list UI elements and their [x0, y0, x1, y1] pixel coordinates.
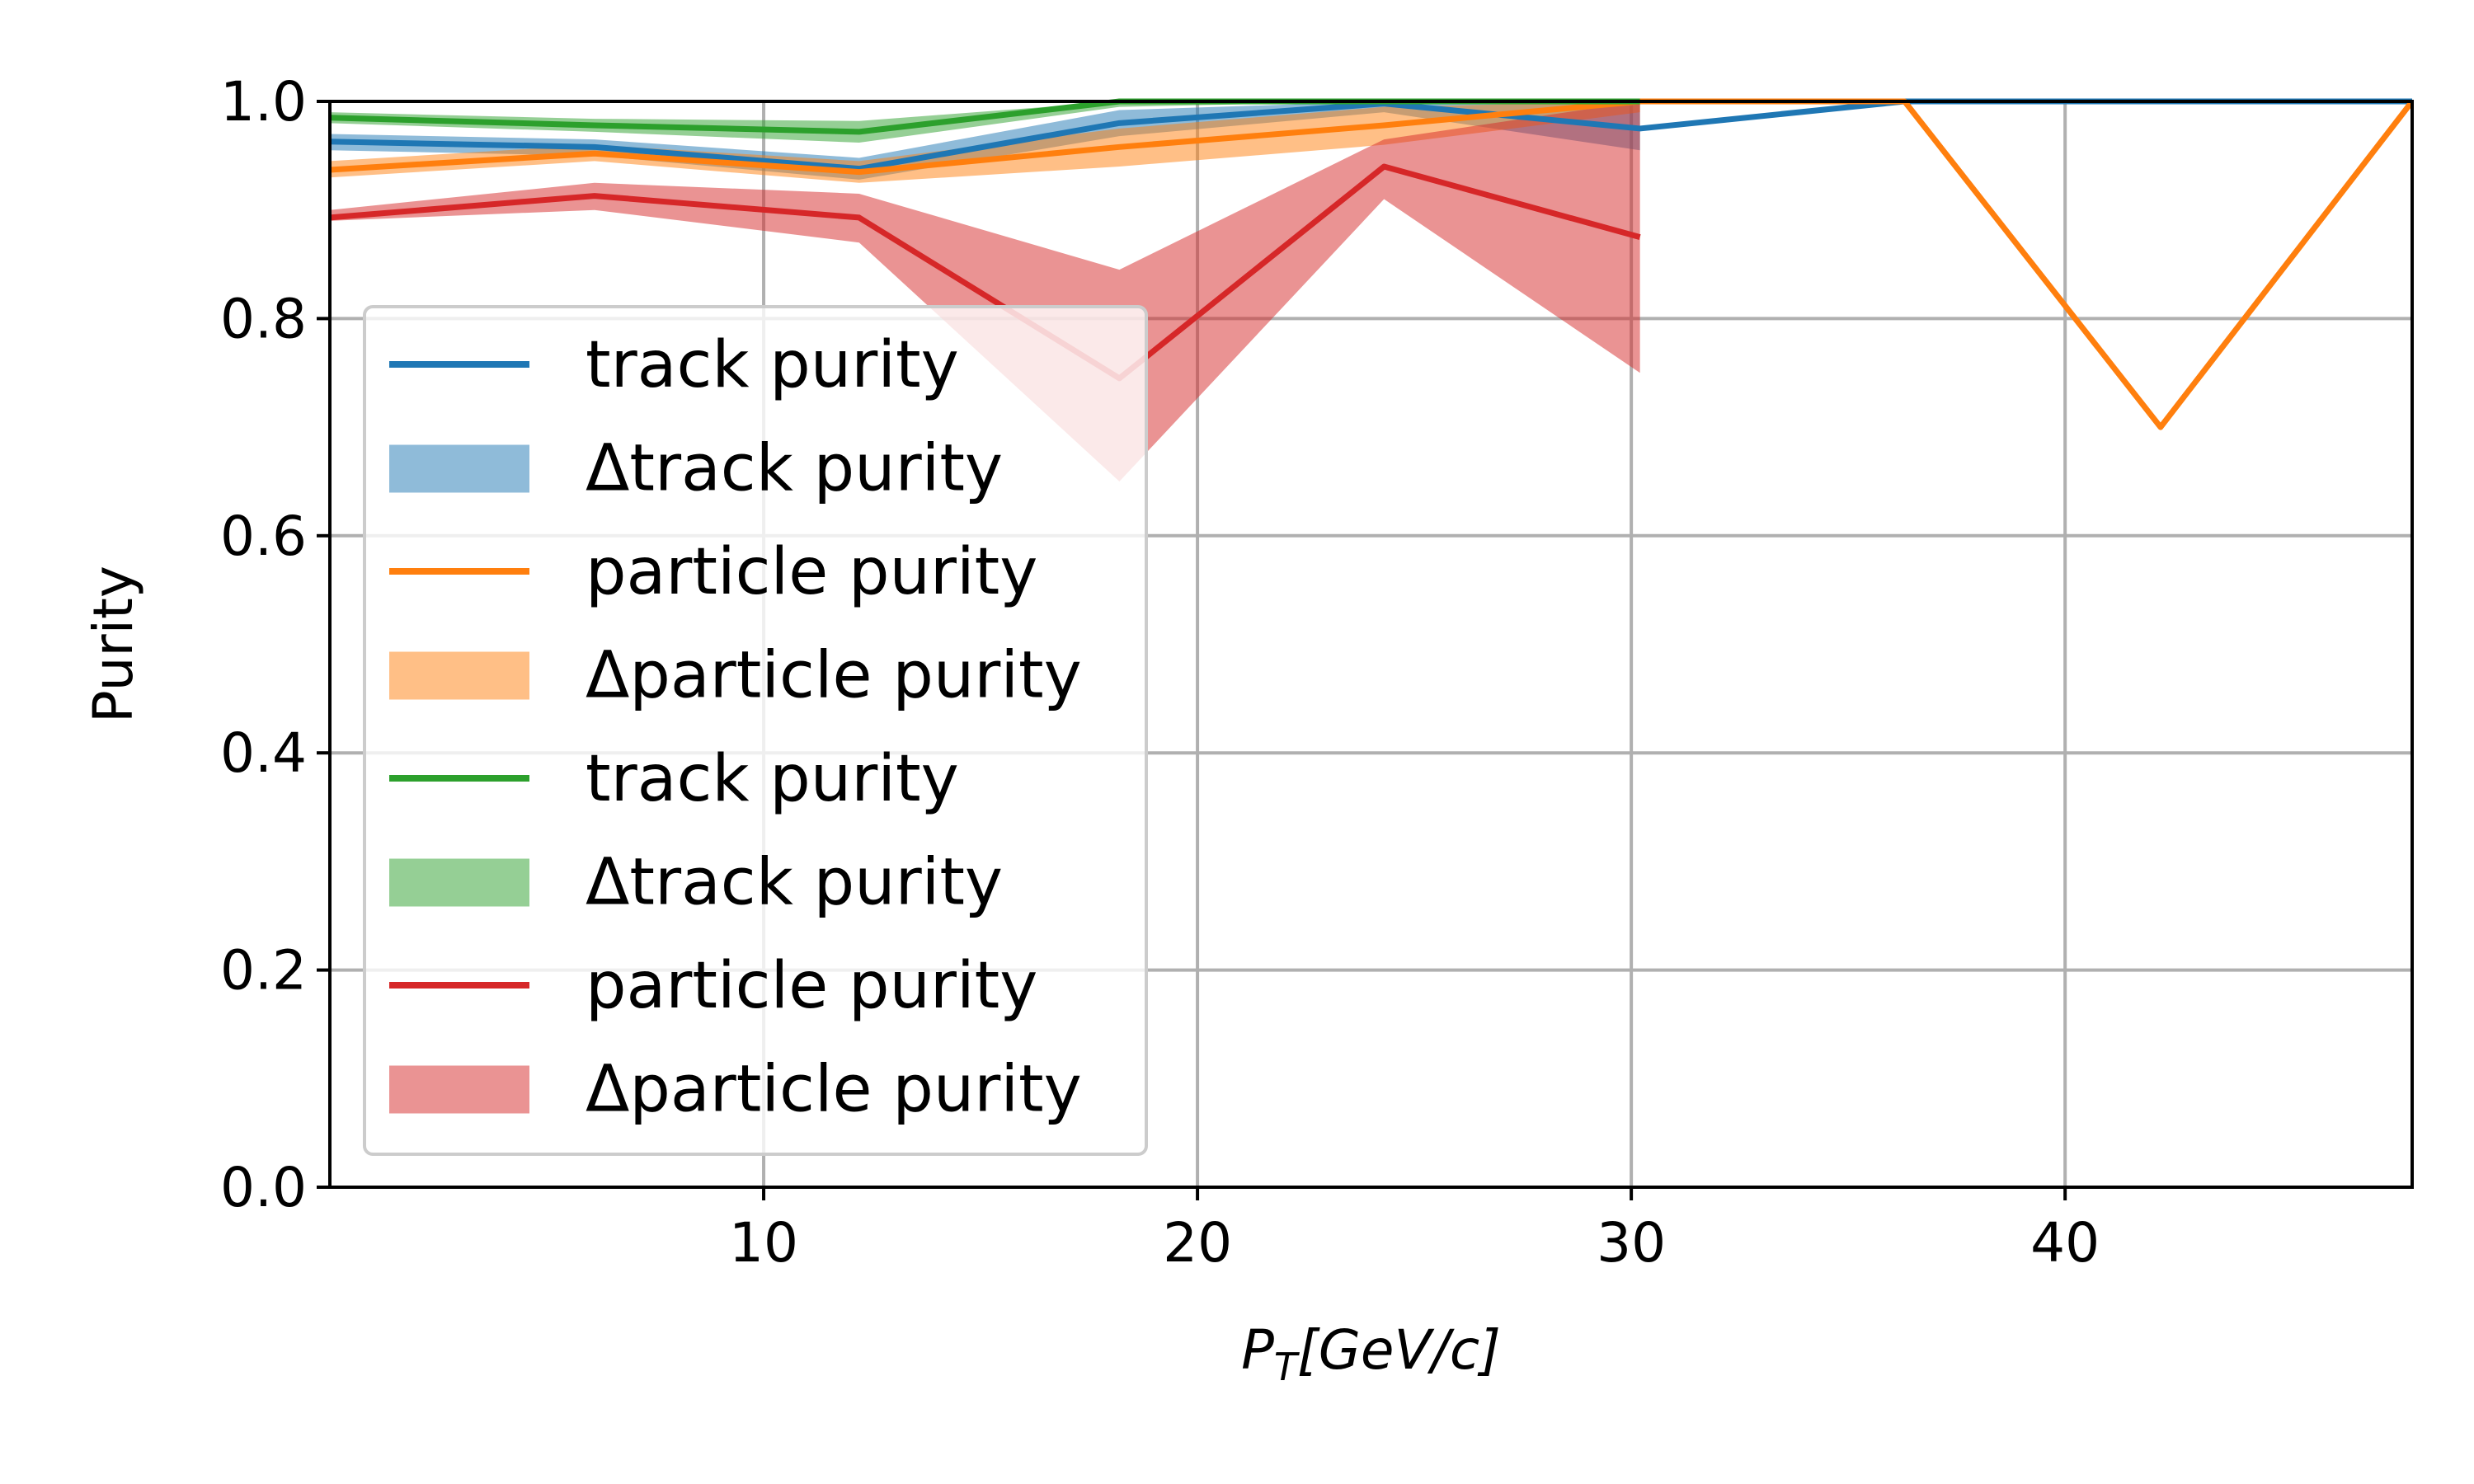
series-line-4	[330, 163, 1641, 382]
y-axis-label: Purity	[82, 566, 145, 723]
uncertainty-band-2	[330, 101, 1640, 183]
legend-label: Δparticle purity	[586, 1053, 1082, 1127]
series-line-2	[330, 98, 2412, 430]
uncertainty-band-3	[330, 101, 1640, 143]
legend-label: Δparticle purity	[586, 639, 1082, 713]
y-tick-label: 0.4	[220, 721, 307, 785]
axis-ticks: 10 20 30 40 0.0 0.2 0.4 0.6 0.8 1.0	[220, 70, 2100, 1275]
x-tick-label: 30	[1597, 1211, 1666, 1275]
x-axis-label-subscript: T	[1274, 1345, 1300, 1389]
legend-band-swatch	[389, 444, 529, 493]
x-axis-label-units: [GeV/c]	[1297, 1318, 1501, 1382]
y-tick-label: 1.0	[220, 70, 307, 134]
x-axis-label: PT[GeV/c]	[1241, 1318, 1501, 1389]
legend-box	[363, 305, 1148, 1156]
legend: track purity Δtrack purity particle purity…	[363, 305, 1148, 1156]
x-tick-label: 20	[1163, 1211, 1232, 1275]
y-tick-label: 0.6	[220, 505, 307, 568]
legend-label: track purity	[586, 742, 959, 816]
legend-band-swatch	[389, 1065, 529, 1114]
legend-label: particle purity	[586, 535, 1037, 609]
uncertainty-band-4	[330, 101, 1640, 481]
y-tick-label: 0.2	[220, 939, 307, 1003]
legend-label: Δtrack purity	[586, 846, 1003, 920]
legend-band-swatch	[389, 651, 529, 700]
x-axis-label-base: P	[1241, 1318, 1274, 1382]
legend-label: Δtrack purity	[586, 432, 1003, 506]
y-tick-label: 0.0	[220, 1156, 307, 1219]
y-tick-label: 0.8	[220, 287, 307, 350]
x-tick-label: 10	[729, 1211, 798, 1275]
legend-label: track purity	[586, 328, 959, 402]
legend-band-swatch	[389, 858, 529, 907]
axes-frame	[328, 100, 2414, 1189]
x-tick-label: 40	[2030, 1211, 2100, 1275]
legend-label: particle purity	[586, 949, 1037, 1023]
